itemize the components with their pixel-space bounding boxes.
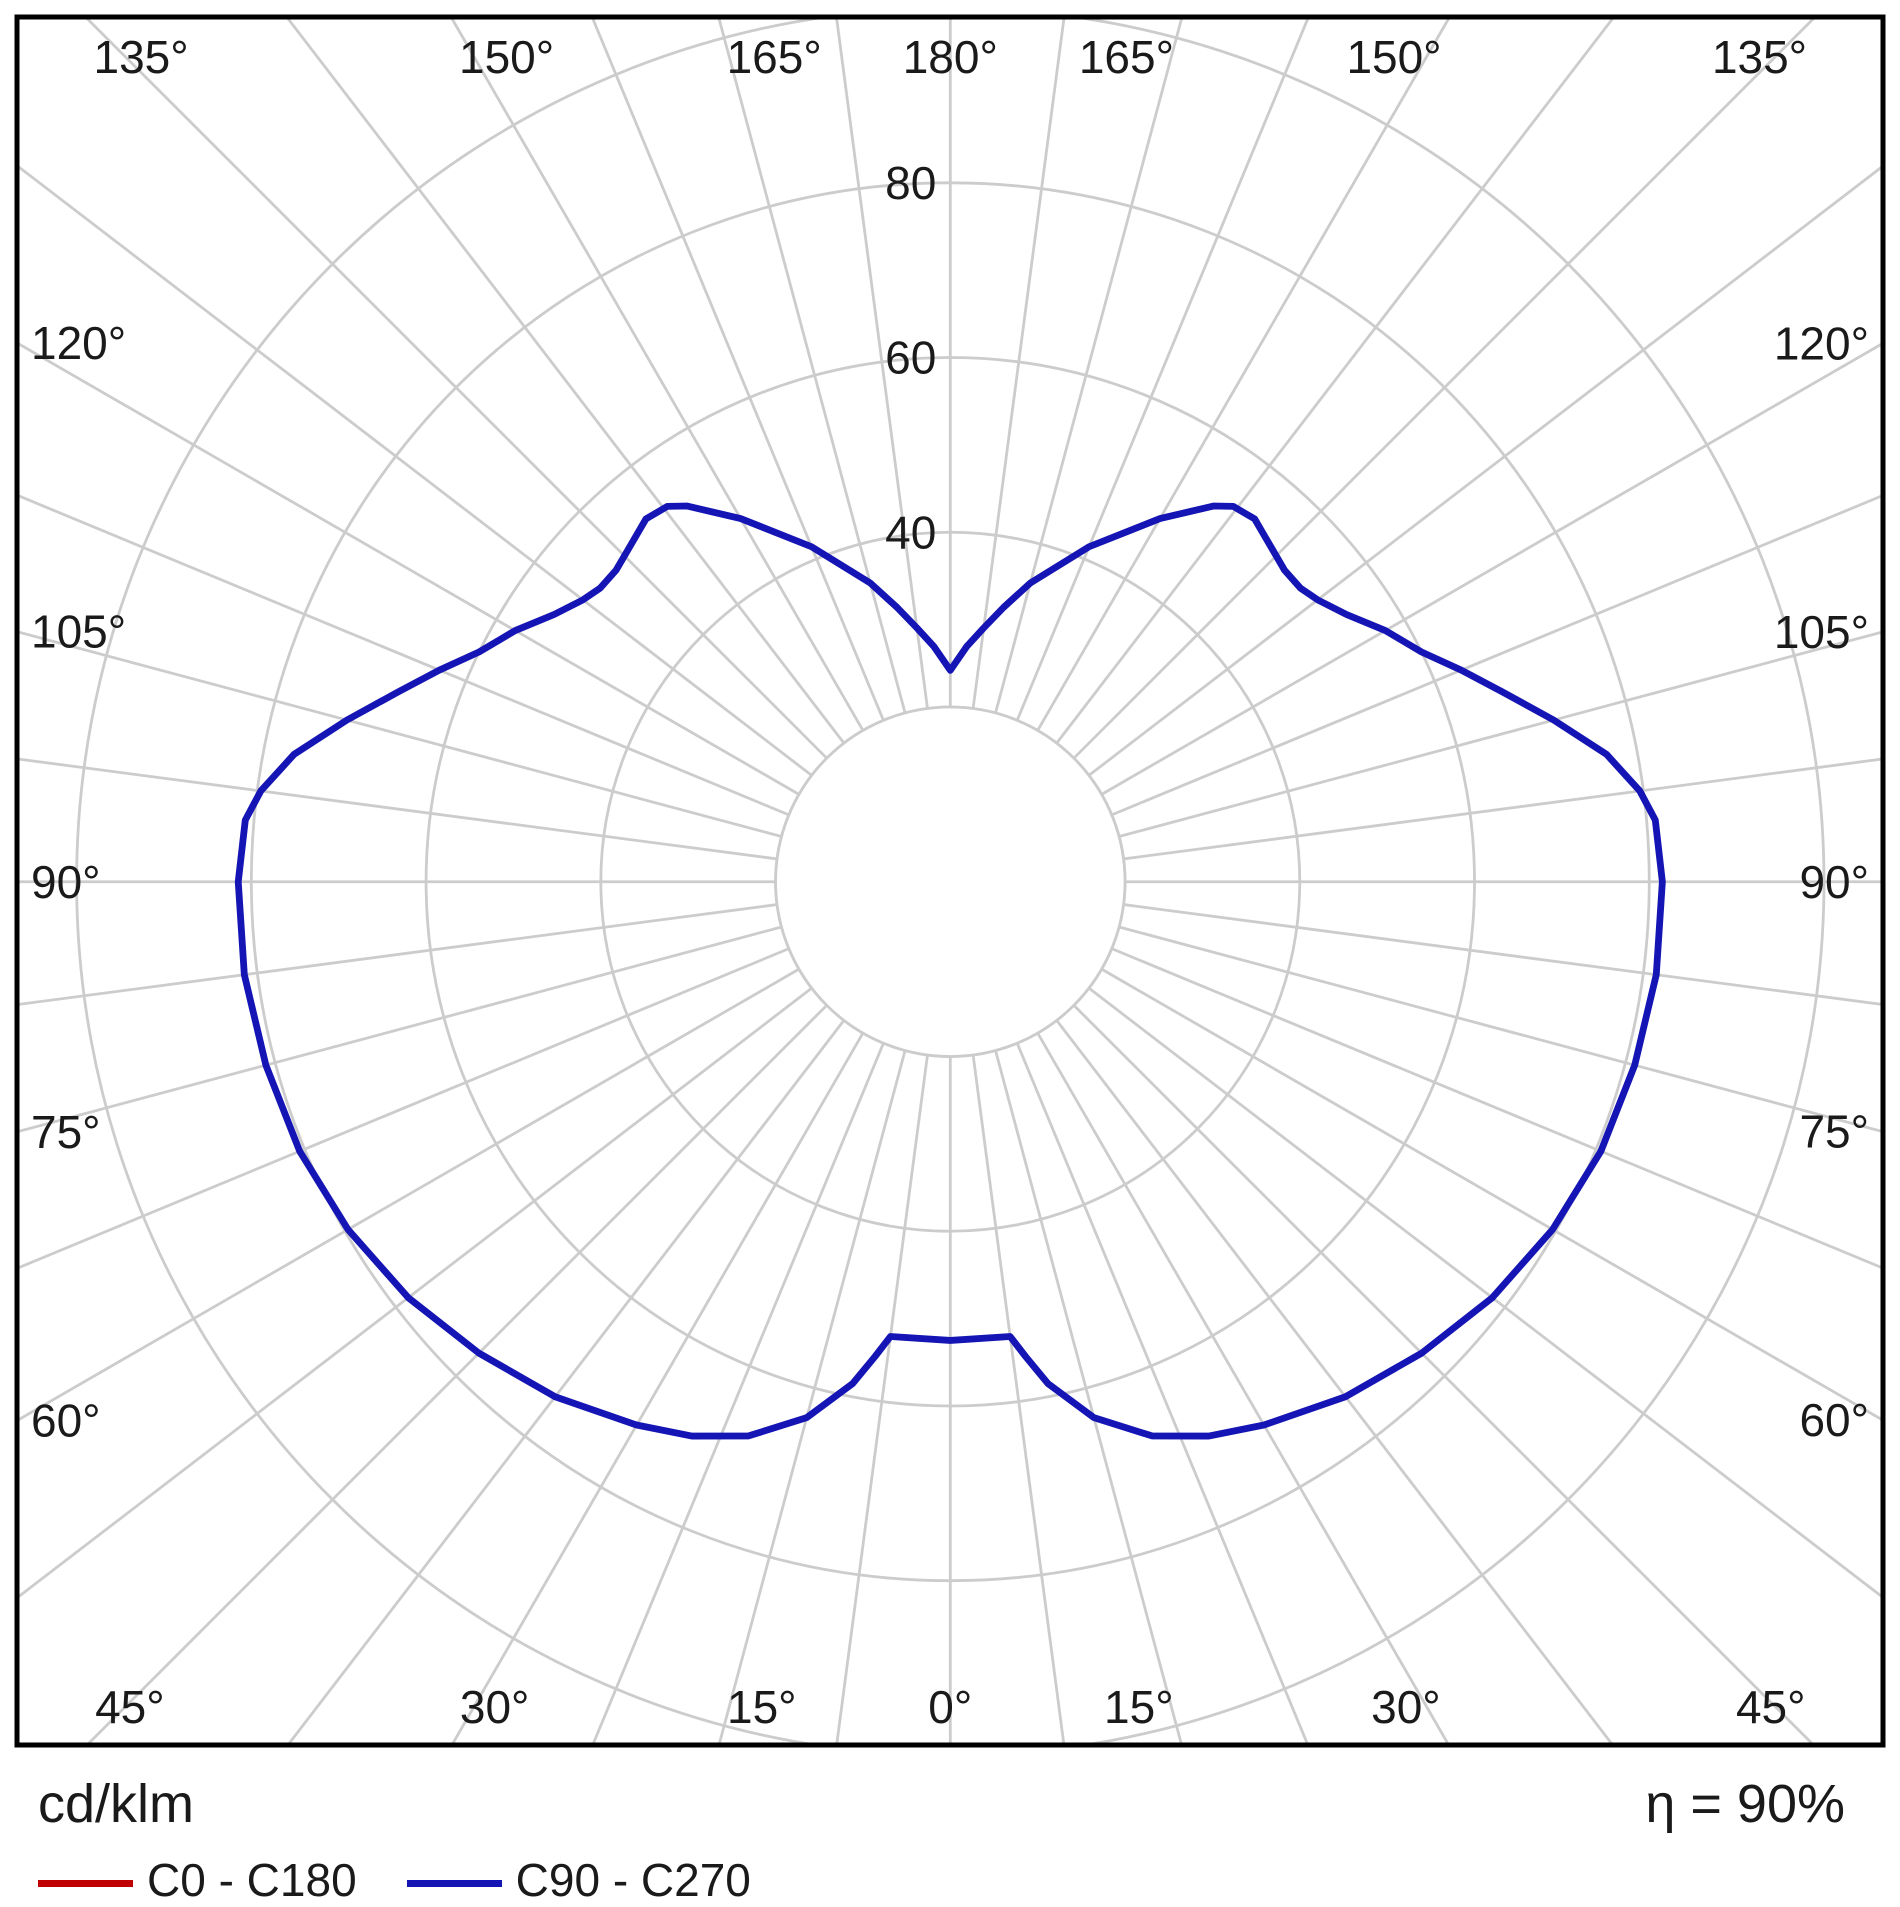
svg-text:165°: 165° xyxy=(1079,31,1174,83)
svg-text:90°: 90° xyxy=(31,856,101,908)
svg-text:90°: 90° xyxy=(1799,856,1869,908)
svg-text:0°: 0° xyxy=(928,1681,972,1733)
svg-text:180°: 180° xyxy=(903,31,998,83)
svg-text:105°: 105° xyxy=(31,606,126,658)
svg-text:60°: 60° xyxy=(31,1395,101,1447)
svg-text:105°: 105° xyxy=(1774,606,1869,658)
svg-text:15°: 15° xyxy=(1104,1681,1174,1733)
svg-text:120°: 120° xyxy=(31,317,126,369)
svg-text:60: 60 xyxy=(885,332,936,384)
svg-text:30°: 30° xyxy=(1371,1681,1441,1733)
svg-text:40: 40 xyxy=(885,506,936,558)
svg-text:75°: 75° xyxy=(31,1106,101,1158)
svg-text:135°: 135° xyxy=(94,31,189,83)
svg-text:75°: 75° xyxy=(1799,1106,1869,1158)
svg-text:45°: 45° xyxy=(1736,1681,1806,1733)
svg-text:120°: 120° xyxy=(1774,317,1869,369)
svg-text:165°: 165° xyxy=(727,31,822,83)
svg-text:45°: 45° xyxy=(95,1681,165,1733)
svg-text:80: 80 xyxy=(885,157,936,209)
svg-text:60°: 60° xyxy=(1799,1394,1869,1446)
svg-text:15°: 15° xyxy=(727,1681,797,1733)
svg-text:150°: 150° xyxy=(1346,31,1441,83)
svg-text:135°: 135° xyxy=(1712,31,1807,83)
svg-text:30°: 30° xyxy=(460,1681,530,1733)
svg-text:150°: 150° xyxy=(459,31,554,83)
